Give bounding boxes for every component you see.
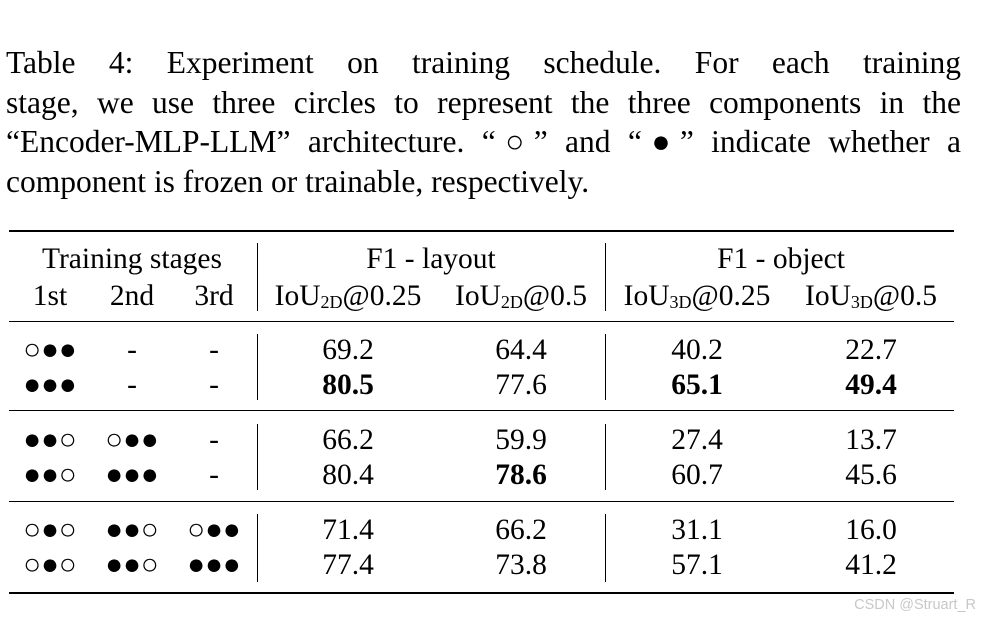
row3-stage2: ○●●	[105, 424, 159, 456]
header-stage-1st: 1st	[32, 280, 68, 312]
header-object-iou-05: IoU3D@0.5	[790, 279, 952, 313]
header-layout-iou-05: IoU2D@0.5	[440, 279, 602, 313]
row6-object-05: 41.2	[845, 549, 897, 581]
row1-object-05: 22.7	[845, 334, 897, 366]
row2-stage2: -	[127, 369, 137, 401]
caption-line-2: stage, we use three circles to represent…	[6, 84, 961, 120]
header-stage-3rd: 3rd	[194, 280, 234, 312]
header-divider-right	[605, 243, 607, 311]
watermark: CSDN @Struart_R	[854, 597, 976, 613]
row3-layout-025: 66.2	[322, 424, 374, 456]
row6-stage2: ●●○	[105, 549, 159, 581]
row6-stage3: ●●●	[187, 549, 241, 581]
row1-object-025: 40.2	[671, 334, 723, 366]
header-object-iou-025-sub: 3D	[669, 292, 692, 312]
group-rule-1	[9, 410, 954, 412]
header-layout-iou-025-pre: IoU	[274, 280, 321, 312]
group1-divider-right	[605, 334, 607, 400]
row4-layout-025: 80.4	[322, 459, 374, 491]
row2-stage1: ●●●	[23, 369, 77, 401]
header-object-iou-025-pre: IoU	[623, 280, 670, 312]
header-layout-iou-05-post: @0.5	[522, 280, 587, 312]
header-rule	[9, 321, 954, 323]
row1-stage1: ○●●	[23, 334, 77, 366]
row2-layout-05: 77.6	[495, 369, 547, 401]
row2-object-025: 65.1	[671, 369, 723, 401]
header-layout-iou-05-sub: 2D	[500, 292, 523, 312]
header-layout-iou-025: IoU2D@0.25	[262, 279, 434, 313]
group-rule-2	[9, 501, 954, 503]
row6-stage1: ○●○	[23, 549, 77, 581]
row4-layout-05: 78.6	[495, 459, 547, 491]
row1-stage3: -	[209, 334, 219, 366]
row5-stage3: ○●●	[187, 514, 241, 546]
header-object-iou-05-sub: 3D	[850, 292, 873, 312]
row4-stage2: ●●●	[105, 459, 159, 491]
caption-line-1: Table 4: Experiment on training schedule…	[6, 45, 961, 80]
group3-divider-right	[605, 514, 607, 582]
row6-object-025: 57.1	[671, 549, 723, 581]
header-layout-iou-025-sub: 2D	[320, 292, 343, 312]
caption-line-3: “Encoder-MLP-LLM” architecture. “○” and …	[6, 124, 961, 159]
group3-divider-left	[257, 514, 259, 582]
header-layout-iou-025-post: @0.25	[342, 280, 422, 312]
row1-layout-05: 64.4	[495, 334, 547, 366]
row6-layout-025: 77.4	[322, 549, 374, 581]
caption-line-4: component is frozen or trainable, respec…	[6, 163, 590, 199]
row2-layout-025: 80.5	[322, 369, 374, 401]
group2-divider-left	[257, 424, 259, 490]
bottom-rule	[9, 592, 954, 595]
header-divider-left	[257, 243, 259, 311]
row1-stage2: -	[127, 334, 137, 366]
row3-object-05: 13.7	[845, 424, 897, 456]
row5-stage1: ○●○	[23, 514, 77, 546]
row5-object-025: 31.1	[671, 514, 723, 546]
row2-object-05: 49.4	[845, 369, 897, 401]
row4-object-025: 60.7	[671, 459, 723, 491]
row2-stage3: -	[209, 369, 219, 401]
header-object-iou-025-post: @0.25	[691, 280, 771, 312]
row5-object-05: 16.0	[845, 514, 897, 546]
row1-layout-025: 69.2	[322, 334, 374, 366]
header-layout-iou-05-pre: IoU	[455, 280, 501, 312]
row6-layout-05: 73.8	[495, 549, 547, 581]
header-f1-layout: F1 - layout	[366, 243, 496, 275]
row5-stage2: ●●○	[105, 514, 159, 546]
row4-stage1: ●●○	[23, 459, 77, 491]
header-object-iou-05-post: @0.5	[872, 280, 937, 312]
row5-layout-025: 71.4	[322, 514, 374, 546]
row3-layout-05: 59.9	[495, 424, 547, 456]
header-training-stages: Training stages	[41, 243, 222, 275]
header-stage-2nd: 2nd	[109, 280, 155, 312]
row4-object-05: 45.6	[845, 459, 897, 491]
row3-stage3: -	[209, 424, 219, 456]
row4-stage3: -	[209, 459, 219, 491]
top-rule	[9, 230, 954, 233]
header-object-iou-025: IoU3D@0.25	[609, 279, 785, 313]
row5-layout-05: 66.2	[495, 514, 547, 546]
header-f1-object: F1 - object	[717, 243, 845, 275]
group2-divider-right	[605, 424, 607, 490]
row3-stage1: ●●○	[23, 424, 77, 456]
header-object-iou-05-pre: IoU	[805, 280, 851, 312]
table-caption: Table 4: Experiment on training schedule…	[6, 43, 961, 201]
row3-object-025: 27.4	[671, 424, 723, 456]
group1-divider-left	[257, 334, 259, 400]
